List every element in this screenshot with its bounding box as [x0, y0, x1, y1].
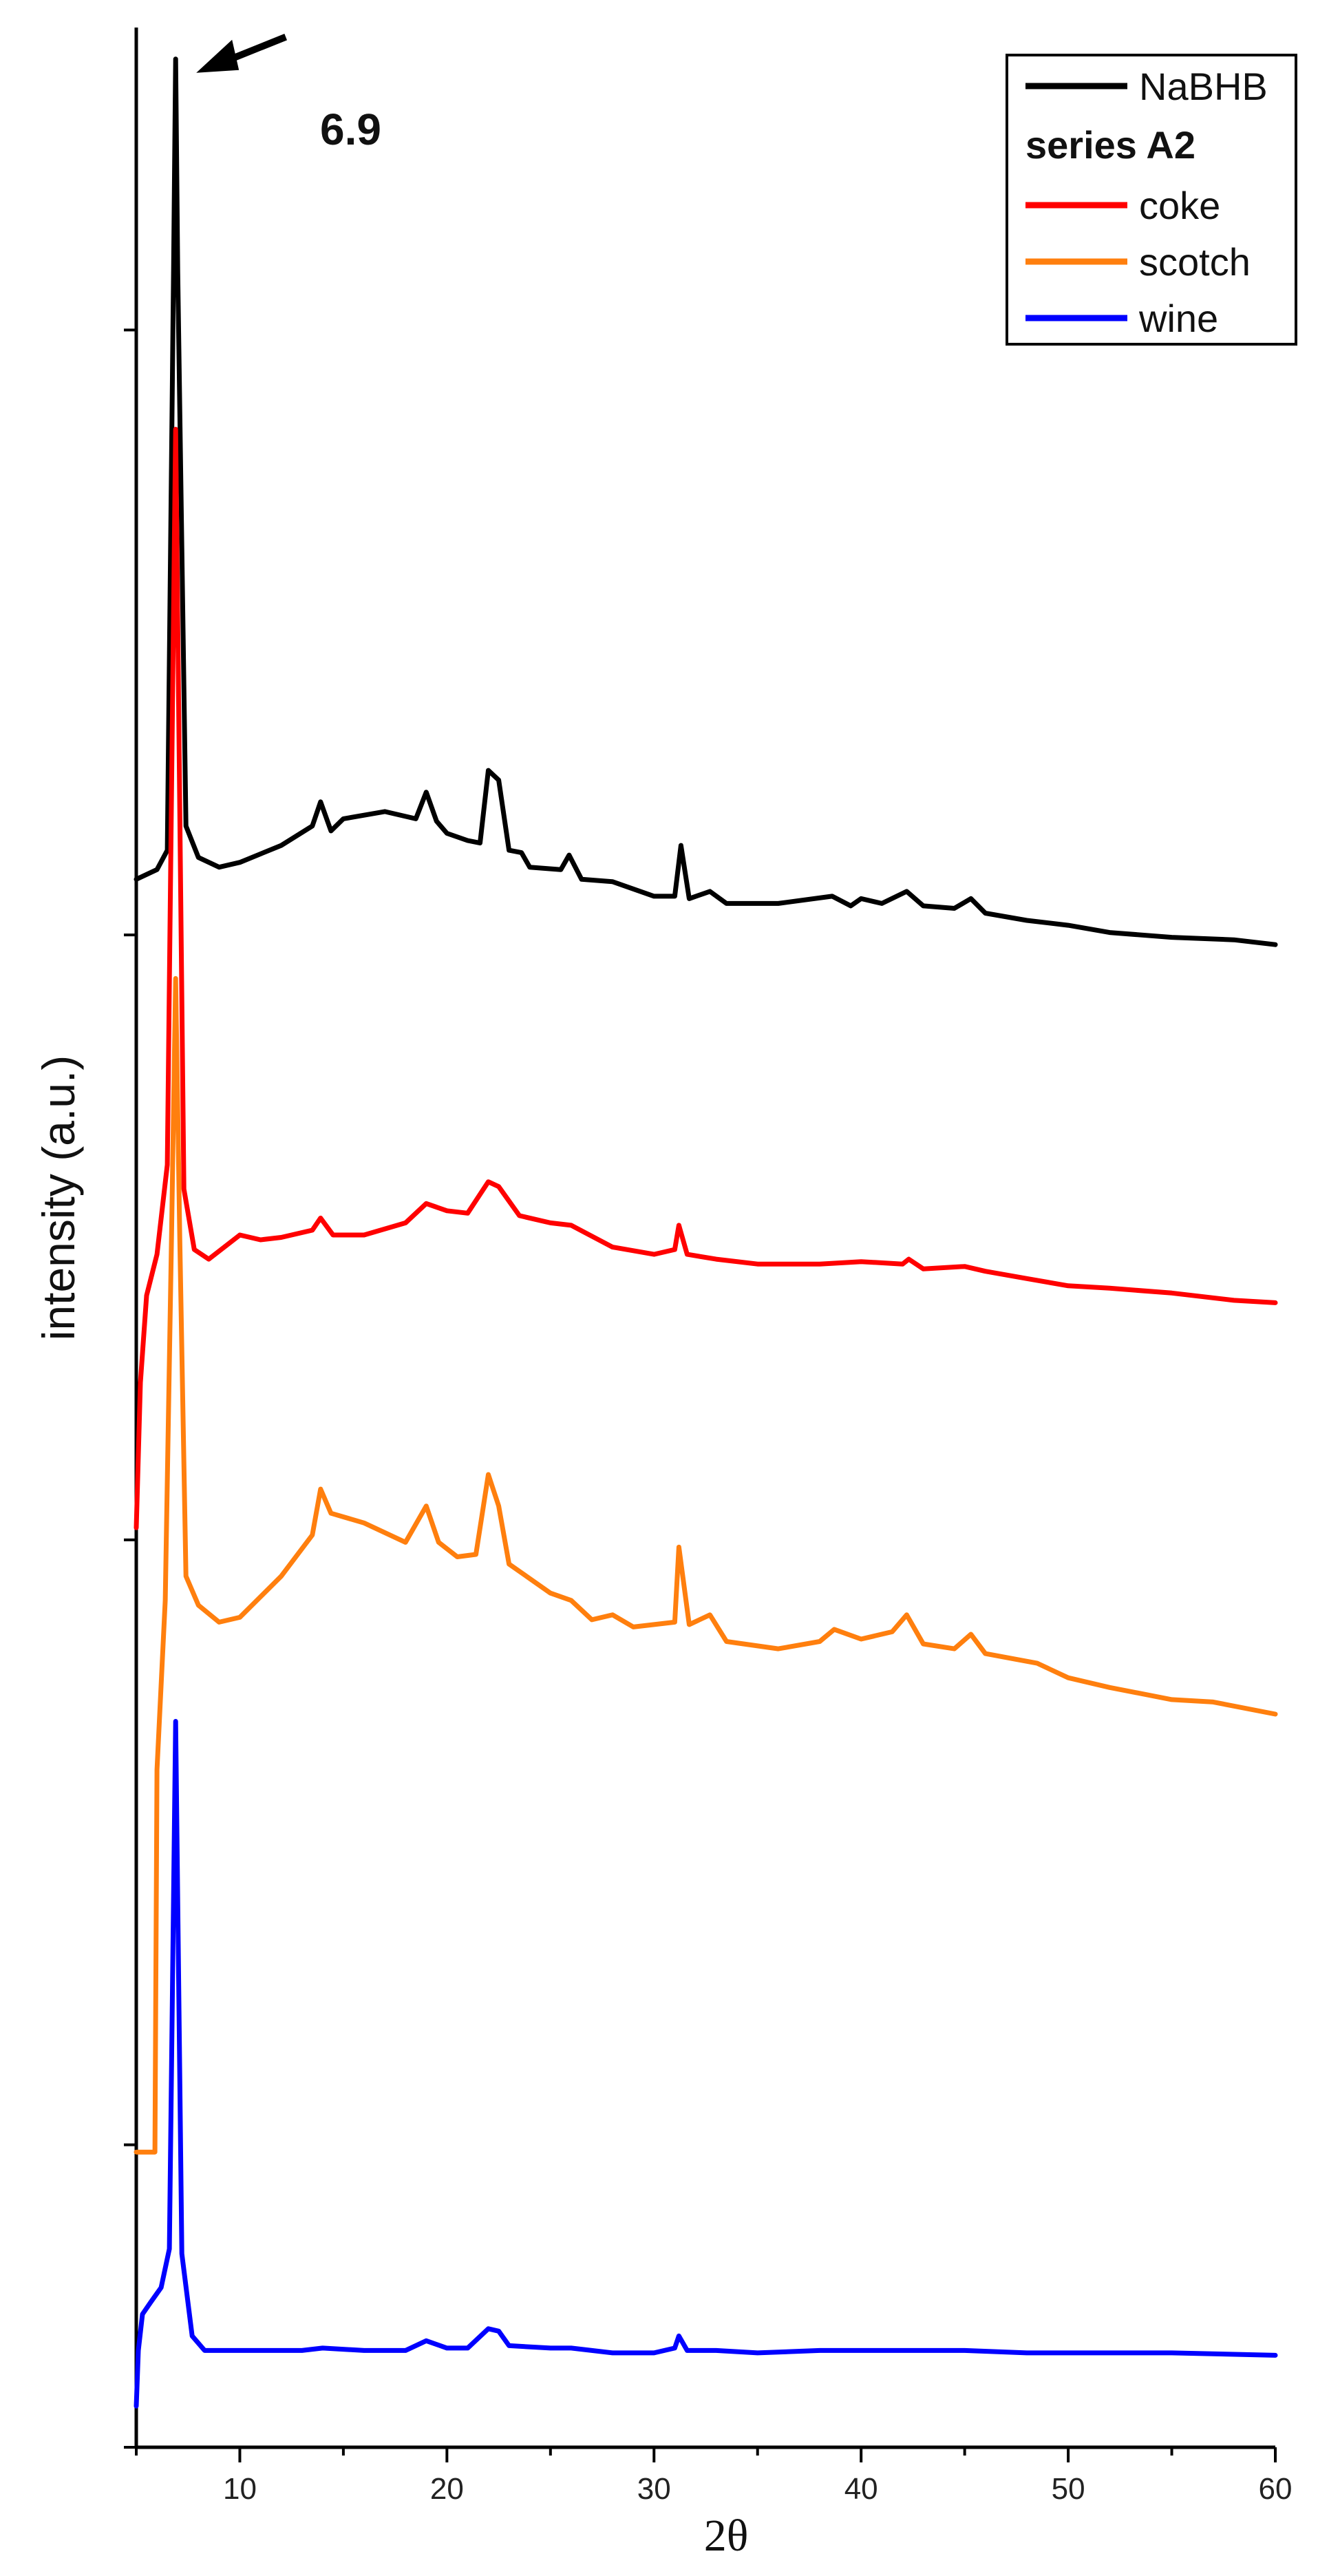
annotation-arrow-head: [196, 39, 240, 73]
legend: NaBHB series A2 coke scotch wine: [1006, 54, 1297, 346]
series-line-coke: [134, 427, 1278, 1530]
y-axis-title: intensity (a.u.): [33, 1055, 84, 1341]
series-layer: [134, 56, 1278, 2409]
x-tick-label: 40: [844, 2472, 878, 2506]
series-line-nabhb: [134, 56, 1278, 947]
legend-box: [1006, 54, 1297, 346]
legend-label-coke: coke: [1139, 184, 1220, 227]
x-tick-label: 10: [223, 2472, 257, 2506]
series-line-wine: [134, 1719, 1278, 2409]
series-line-scotch: [134, 975, 1278, 2155]
legend-label-wine: wine: [1138, 297, 1218, 340]
x-tick-label: 50: [1052, 2472, 1085, 2506]
x-axis-ticks: 10 20 30 40 50 60: [135, 2447, 1293, 2506]
x-tick-label: 30: [637, 2472, 671, 2506]
legend-label-nabhb: NaBHB: [1139, 65, 1268, 108]
legend-heading: series A2: [1025, 123, 1195, 167]
y-axis-ticks: [124, 328, 136, 2449]
legend-label-scotch: scotch: [1139, 240, 1251, 284]
annotation-label: 6.9: [320, 105, 381, 154]
x-axis-title: 2θ: [704, 2511, 749, 2561]
x-tick-label: 20: [430, 2472, 464, 2506]
x-tick-label: 60: [1259, 2472, 1293, 2506]
peak-annotation: 6.9: [196, 34, 381, 154]
